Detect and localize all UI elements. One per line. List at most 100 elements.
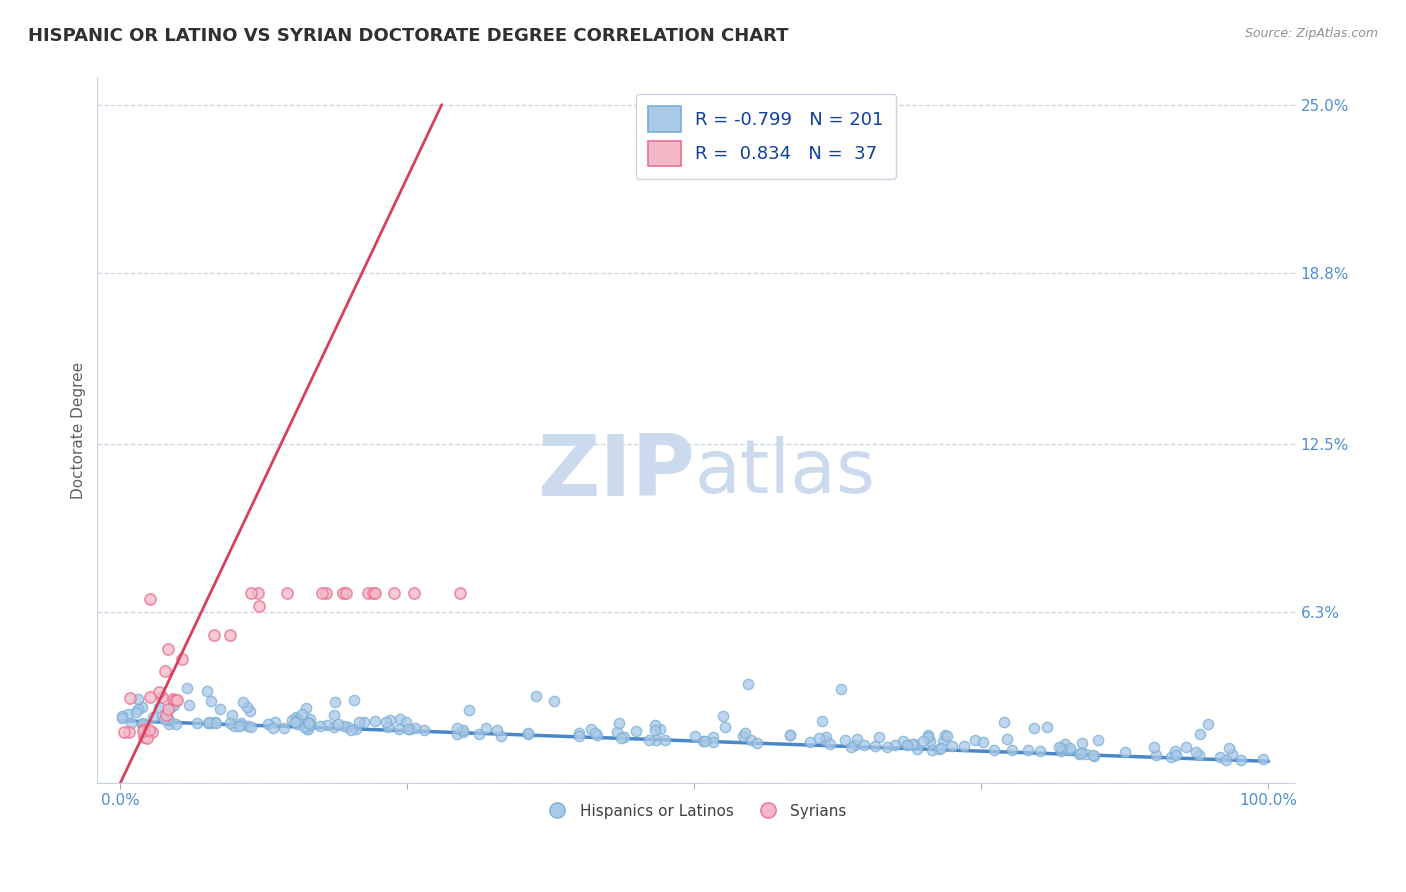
Point xyxy=(257,717,280,731)
Point xyxy=(1114,745,1136,759)
Point xyxy=(1017,743,1039,757)
Point xyxy=(808,731,831,746)
Point xyxy=(382,586,405,600)
Point xyxy=(644,723,666,738)
Point xyxy=(197,715,219,730)
Point xyxy=(983,743,1005,757)
Point xyxy=(157,702,180,716)
Point xyxy=(1059,743,1081,757)
Point xyxy=(273,721,295,735)
Point xyxy=(127,692,149,706)
Point xyxy=(779,728,801,742)
Point xyxy=(204,628,226,642)
Point xyxy=(153,712,176,726)
Point xyxy=(336,720,359,734)
Point xyxy=(150,709,173,723)
Point xyxy=(607,715,630,730)
Point xyxy=(247,586,270,600)
Point xyxy=(654,733,676,747)
Point xyxy=(1087,732,1109,747)
Point xyxy=(624,724,647,739)
Point xyxy=(993,715,1015,730)
Point xyxy=(177,698,200,712)
Point xyxy=(568,729,591,743)
Point xyxy=(148,700,170,714)
Point xyxy=(1059,741,1081,756)
Point xyxy=(1143,739,1166,754)
Point xyxy=(134,730,156,744)
Point xyxy=(844,738,866,752)
Point xyxy=(1001,743,1024,757)
Point xyxy=(901,738,924,752)
Text: HISPANIC OR LATINO VS SYRIAN DOCTORATE DEGREE CORRELATION CHART: HISPANIC OR LATINO VS SYRIAN DOCTORATE D… xyxy=(28,27,789,45)
Point xyxy=(917,730,939,744)
Point xyxy=(236,719,259,733)
Point xyxy=(315,718,337,732)
Point xyxy=(228,719,250,733)
Point xyxy=(1053,737,1076,751)
Point xyxy=(921,743,943,757)
Point xyxy=(204,714,226,729)
Point xyxy=(111,709,134,723)
Point xyxy=(1047,739,1070,754)
Point xyxy=(1251,752,1274,766)
Point xyxy=(315,586,337,600)
Point xyxy=(1160,750,1182,764)
Point xyxy=(222,719,245,733)
Point xyxy=(322,708,344,723)
Point xyxy=(941,739,963,753)
Point xyxy=(818,737,841,751)
Point xyxy=(276,586,298,600)
Point xyxy=(695,734,717,748)
Point xyxy=(389,712,412,726)
Point xyxy=(247,599,270,613)
Point xyxy=(156,641,179,656)
Point xyxy=(285,717,308,731)
Point xyxy=(1081,747,1104,762)
Point xyxy=(284,714,307,729)
Point xyxy=(606,725,628,739)
Point xyxy=(325,695,347,709)
Point xyxy=(295,722,318,736)
Point xyxy=(297,714,319,729)
Point xyxy=(163,693,186,707)
Point xyxy=(934,728,956,742)
Legend: Hispanics or Latinos, Syrians: Hispanics or Latinos, Syrians xyxy=(536,797,853,825)
Point xyxy=(150,690,173,705)
Point xyxy=(711,709,734,723)
Point xyxy=(131,700,153,714)
Point xyxy=(160,700,183,714)
Point xyxy=(357,586,380,600)
Point xyxy=(139,592,162,607)
Point xyxy=(200,715,222,730)
Point xyxy=(132,723,155,738)
Point xyxy=(138,690,160,705)
Point xyxy=(972,734,994,748)
Point xyxy=(1220,747,1243,761)
Point xyxy=(353,714,375,729)
Point xyxy=(295,701,318,715)
Point xyxy=(155,664,177,678)
Point xyxy=(1070,736,1092,750)
Point xyxy=(516,727,538,741)
Point xyxy=(815,730,838,744)
Point xyxy=(292,720,315,734)
Point xyxy=(311,586,333,600)
Point xyxy=(446,726,468,740)
Point xyxy=(585,725,607,739)
Point xyxy=(285,714,308,729)
Point xyxy=(141,725,163,739)
Point xyxy=(240,586,263,600)
Point xyxy=(157,713,180,727)
Point xyxy=(240,720,263,734)
Point xyxy=(903,737,925,751)
Text: atlas: atlas xyxy=(695,436,876,509)
Point xyxy=(468,727,491,741)
Text: ZIP: ZIP xyxy=(537,431,695,514)
Point xyxy=(830,681,852,696)
Point xyxy=(172,652,194,666)
Point xyxy=(917,728,939,742)
Point xyxy=(328,716,350,731)
Point xyxy=(1175,739,1198,754)
Point xyxy=(399,722,422,736)
